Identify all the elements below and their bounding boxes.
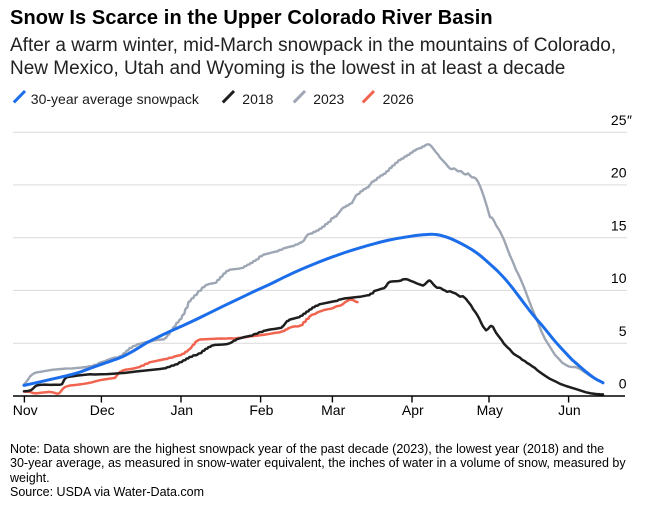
svg-text:May: May xyxy=(477,402,503,418)
svg-text:5: 5 xyxy=(619,323,627,339)
svg-text:10: 10 xyxy=(611,270,627,286)
svg-text:Dec: Dec xyxy=(90,402,115,418)
svg-text:″: ″ xyxy=(627,112,632,128)
svg-text:25: 25 xyxy=(611,112,627,128)
svg-text:Apr: Apr xyxy=(402,402,424,418)
svg-text:0: 0 xyxy=(619,376,627,392)
svg-text:Jun: Jun xyxy=(558,402,581,418)
svg-text:Jan: Jan xyxy=(171,402,194,418)
svg-text:Feb: Feb xyxy=(249,402,273,418)
svg-text:20: 20 xyxy=(611,165,627,181)
svg-text:15: 15 xyxy=(611,217,627,233)
svg-text:Nov: Nov xyxy=(13,402,38,418)
svg-text:Mar: Mar xyxy=(321,402,345,418)
